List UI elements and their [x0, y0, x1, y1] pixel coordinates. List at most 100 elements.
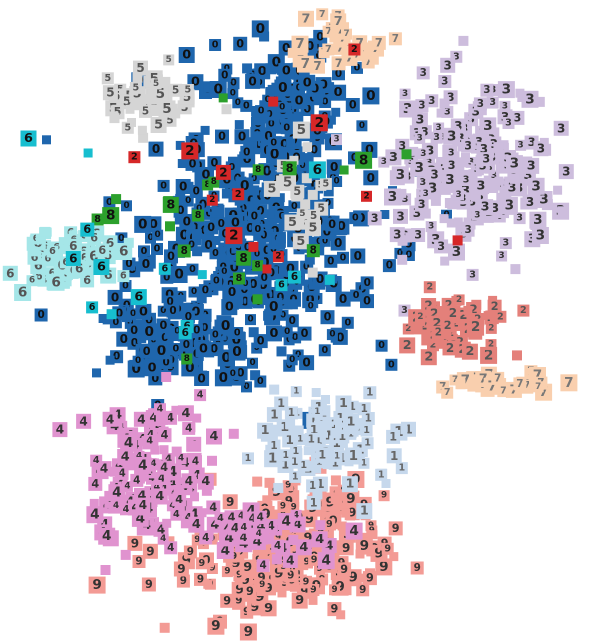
point-digit-glyph: 7 — [494, 372, 501, 384]
point-digit-glyph: 0 — [189, 264, 196, 275]
point-marker — [221, 188, 232, 199]
point-digit-glyph: 7 — [325, 44, 332, 55]
point-marker — [276, 346, 287, 357]
point-digit-0: 0 — [148, 141, 164, 157]
point-digit-3: 3 — [438, 75, 452, 88]
point-digit-glyph: 9 — [331, 585, 337, 595]
point-digit-8: 8 — [102, 207, 120, 225]
point-digit-0: 0 — [186, 263, 199, 276]
point-digit-glyph: 0 — [139, 304, 148, 319]
point-digit-glyph: 0 — [180, 227, 189, 243]
point-digit-glyph: 5 — [172, 84, 179, 96]
point-digit-4 — [228, 428, 239, 439]
point-digit-glyph: 1 — [297, 435, 303, 445]
point-digit-glyph: 4 — [133, 474, 140, 486]
point-digit-2 — [262, 264, 272, 274]
point-digit-0: 0 — [350, 248, 366, 264]
point-digit-glyph: 1 — [308, 434, 315, 446]
point-marker — [315, 520, 326, 531]
point-digit-glyph: 9 — [135, 556, 142, 568]
point-digit-glyph: 9 — [244, 624, 253, 640]
point-digit-8 — [401, 149, 412, 160]
point-digit-1: 1 — [304, 433, 318, 446]
point-digit-4: 4 — [76, 413, 92, 429]
point-marker — [197, 270, 207, 280]
point-digit-glyph: 7 — [375, 36, 383, 49]
point-digit-6: 6 — [115, 243, 133, 260]
point-digit-4: 4 — [181, 473, 197, 489]
point-digit-glyph: 0 — [193, 325, 200, 337]
point-digit-5 — [132, 72, 143, 83]
point-digit-glyph: 4 — [124, 481, 130, 491]
point-digit-glyph: 0 — [172, 344, 179, 355]
point-digit-6 — [40, 226, 50, 237]
point-digit-2: 2 — [420, 349, 437, 366]
point-digit-glyph: 0 — [328, 218, 336, 231]
point-digit-glyph: 4 — [197, 390, 204, 401]
point-marker — [138, 245, 150, 258]
point-digit-glyph: 6 — [83, 223, 91, 236]
point-digit-2: 2 — [361, 190, 372, 202]
point-digit-glyph: 9 — [360, 538, 369, 554]
point-digit-0: 0 — [360, 276, 374, 290]
point-digit-glyph: 7 — [444, 387, 451, 398]
point-digit-7: 7 — [441, 386, 454, 399]
point-digit-glyph: 0 — [148, 361, 157, 376]
point-digit-1 — [312, 464, 322, 474]
point-marker — [157, 305, 169, 317]
point-digit-glyph: 9 — [346, 491, 355, 507]
point-digit-3: 3 — [505, 155, 523, 173]
point-digit-glyph: 8 — [359, 152, 368, 168]
point-marker — [109, 466, 120, 477]
point-digit-glyph: 0 — [185, 196, 191, 206]
point-marker — [447, 199, 458, 210]
point-digit-glyph: 7 — [516, 378, 523, 390]
point-digit-6: 6 — [117, 270, 130, 283]
point-marker — [273, 483, 284, 493]
point-digit-3 — [499, 189, 509, 199]
point-digit-glyph: 1 — [261, 423, 270, 438]
point-digit-0: 0 — [134, 215, 152, 233]
point-digit-6: 6 — [20, 130, 37, 147]
point-digit-0: 0 — [232, 97, 244, 109]
point-digit-glyph: 0 — [336, 330, 344, 344]
point-digit-4 — [188, 440, 198, 450]
point-digit-glyph: 8 — [255, 261, 261, 271]
point-digit-0: 0 — [248, 173, 260, 185]
point-digit-2 — [463, 305, 473, 315]
point-digit-6 — [324, 274, 335, 285]
point-digit-1 — [311, 388, 321, 397]
point-digit-0: 0 — [224, 284, 240, 300]
point-digit-glyph: 3 — [477, 98, 484, 110]
point-digit-glyph: 0 — [316, 237, 322, 247]
point-digit-4: 4 — [157, 533, 169, 545]
point-digit-glyph: 2 — [229, 228, 238, 244]
point-digit-3: 3 — [479, 117, 497, 135]
point-digit-glyph: 0 — [364, 277, 371, 289]
point-digit-9: 9 — [355, 537, 373, 555]
point-digit-0: 0 — [107, 289, 123, 305]
point-digit-glyph: 0 — [329, 330, 335, 340]
point-digit-glyph: 2 — [185, 143, 194, 159]
point-digit-glyph: 5 — [185, 85, 192, 96]
point-digit-8: 8 — [233, 272, 245, 285]
point-marker — [262, 264, 272, 274]
point-digit-glyph: 3 — [401, 305, 408, 316]
point-digit-glyph: 0 — [386, 260, 393, 272]
point-digit-0: 0 — [182, 195, 194, 207]
point-digit-8: 8 — [181, 353, 193, 365]
point-digit-0: 0 — [324, 254, 338, 268]
point-digit-glyph: 1 — [310, 496, 318, 509]
point-digit-4: 4 — [282, 552, 298, 568]
point-marker — [330, 475, 341, 486]
point-digit-6: 6 — [65, 251, 81, 266]
point-digit-9: 9 — [127, 535, 143, 551]
point-digit-glyph: 0 — [359, 121, 365, 131]
point-digit-6: 6 — [95, 243, 110, 258]
point-marker — [264, 477, 275, 488]
point-digit-8: 8 — [252, 260, 264, 272]
point-digit-glyph: 6 — [29, 276, 35, 286]
point-digit-glyph: 3 — [482, 153, 490, 166]
point-marker — [201, 314, 210, 324]
point-marker — [145, 94, 155, 105]
